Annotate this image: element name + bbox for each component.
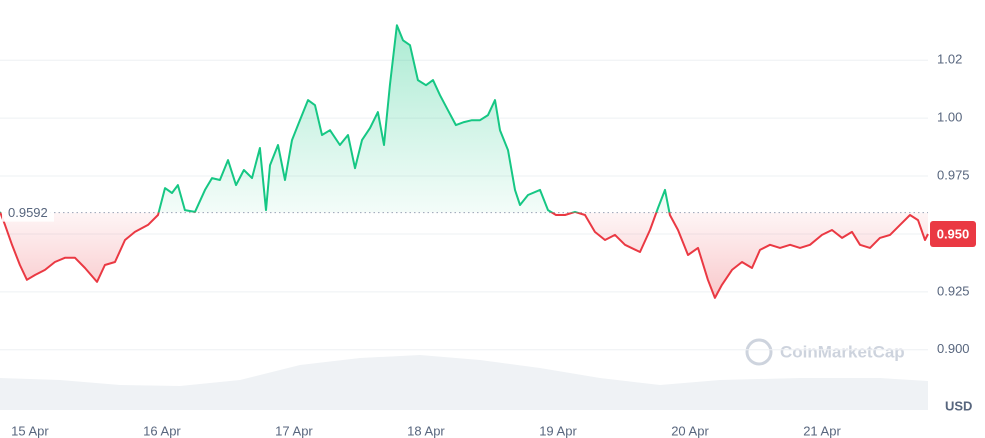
y-tick-label: 1.02 bbox=[937, 52, 962, 67]
price-badge bbox=[930, 220, 976, 247]
area-fill bbox=[0, 25, 928, 298]
watermark: CoinMarketCap bbox=[745, 338, 905, 366]
x-tick-label: 19 Apr bbox=[539, 423, 577, 438]
price-badge-label: 0.950 bbox=[937, 226, 970, 241]
x-tick-label: 17 Apr bbox=[275, 423, 313, 438]
x-tick-label: 21 Apr bbox=[803, 423, 841, 438]
watermark-logo bbox=[745, 338, 773, 366]
y-tick-label: 0.900 bbox=[937, 341, 970, 356]
y-tick-label: 0.975 bbox=[937, 167, 970, 182]
baseline-label-bg bbox=[2, 203, 54, 222]
watermark-text: CoinMarketCap bbox=[780, 342, 905, 361]
y-unit: USD bbox=[945, 398, 972, 413]
volume-area bbox=[0, 355, 928, 410]
price-line bbox=[0, 24, 929, 299]
x-tick-label: 20 Apr bbox=[671, 423, 709, 438]
x-tick-label: 16 Apr bbox=[143, 423, 181, 438]
y-tick-label: 0.925 bbox=[937, 283, 970, 298]
x-tick-label: 18 Apr bbox=[407, 423, 445, 438]
y-tick-label: 1.00 bbox=[937, 110, 962, 125]
x-tick-label: 15 Apr bbox=[11, 423, 49, 438]
baseline-label: 0.9592 bbox=[8, 205, 48, 220]
